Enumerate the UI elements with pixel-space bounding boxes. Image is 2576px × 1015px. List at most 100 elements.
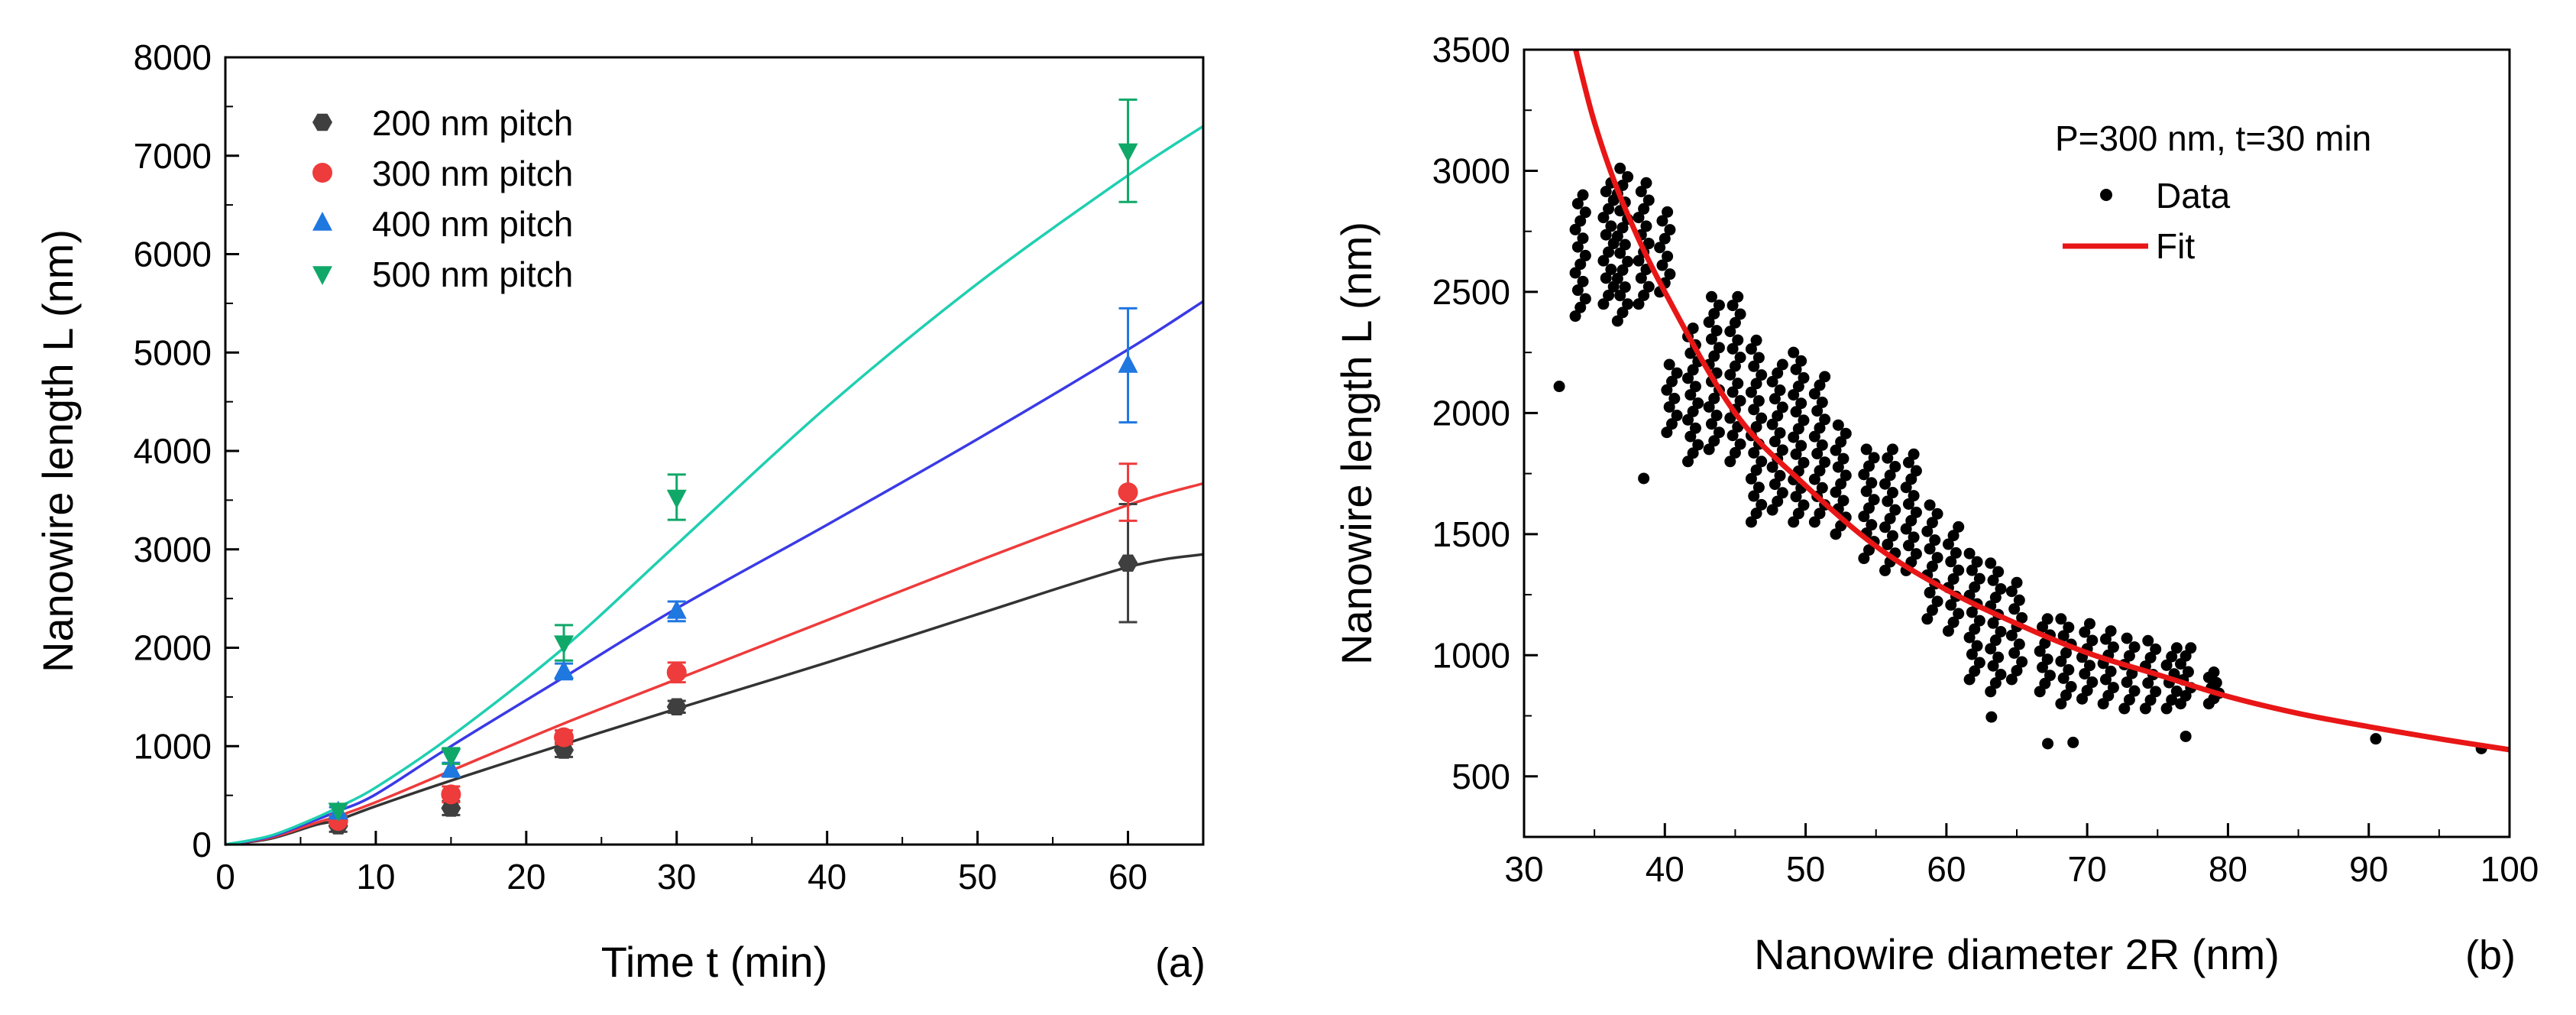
legend-marker-data: [2100, 189, 2112, 201]
data-point: [2041, 613, 2053, 625]
data-point: [1900, 482, 1912, 494]
data-point: [1569, 223, 1581, 235]
data-point: [2008, 603, 2021, 615]
chart-b-x-tick-label: 80: [2209, 849, 2248, 889]
data-point: [1642, 194, 1655, 206]
data-point-series-2: [1118, 354, 1138, 373]
data-point: [1910, 465, 1922, 477]
data-point: [1577, 275, 1589, 287]
data-point: [1729, 446, 1741, 459]
data-point: [2150, 643, 2162, 655]
data-point: [1969, 665, 1981, 677]
data-point: [1633, 212, 1645, 224]
data-point: [1574, 301, 1587, 313]
legend-marker-series-0: [312, 113, 332, 131]
chart-a-x-tick-label: 0: [215, 857, 235, 897]
data-point: [1727, 386, 1739, 398]
data-point: [1811, 405, 1824, 417]
data-point: [1708, 307, 1720, 319]
data-point: [1884, 512, 1896, 524]
data-point: [1798, 456, 1810, 469]
data-point: [1597, 298, 1610, 310]
data-point: [1814, 422, 1826, 434]
data-point: [2013, 594, 2025, 606]
data-point: [1987, 660, 1999, 672]
data-point: [2160, 659, 2173, 671]
legend-label-300nm: 300 nm pitch: [372, 154, 573, 193]
data-point: [1597, 212, 1610, 224]
data-point: [1814, 507, 1826, 520]
data-point: [1614, 162, 1626, 174]
data-point: [2118, 702, 2131, 715]
data-point: [1732, 378, 1744, 390]
data-point: [1973, 657, 1985, 669]
data-point-series-3: [554, 635, 574, 655]
data-point: [1950, 546, 1962, 559]
chart-a-y-tick-label: 0: [192, 825, 212, 864]
chart-b-y-tick-label: 500: [1451, 757, 1510, 796]
data-point: [1569, 310, 1581, 323]
data-point: [1995, 668, 2007, 680]
data-point: [1600, 186, 1612, 198]
data-point: [1790, 363, 1802, 375]
data-point: [1710, 325, 1723, 337]
data-point: [2150, 686, 2162, 698]
chart-a-x-axis-label: Time t (min): [601, 938, 828, 986]
chart-a-y-axis-label: Nanowire length L (nm): [34, 229, 82, 673]
data-point-outlier: [1985, 711, 1998, 723]
data-point: [1905, 514, 1917, 527]
data-point: [1772, 495, 1784, 507]
data-point: [1931, 595, 1943, 608]
data-point: [1792, 423, 1804, 435]
data-point: [1579, 206, 1591, 219]
data-point: [1882, 495, 1894, 507]
data-point: [1788, 516, 1800, 528]
data-point-series-3: [1118, 143, 1138, 163]
data-point: [1642, 281, 1655, 293]
data-point: [2144, 694, 2157, 706]
fit-line-series-0: [225, 553, 1204, 846]
data-point: [1819, 413, 1831, 426]
data-point: [2142, 634, 2154, 647]
data-point: [1973, 572, 1985, 585]
data-point: [2086, 634, 2099, 647]
data-point: [1788, 431, 1800, 443]
chart-a-tick-labels: 0 10 20 30 40 50 60 0 1000 2000 3000 4000 5000 6000 70…: [134, 37, 1147, 897]
data-point: [2055, 613, 2067, 625]
data-point: [1622, 298, 1634, 310]
data-point: [2128, 641, 2141, 653]
data-point: [1886, 487, 1898, 499]
data-point: [1819, 456, 1831, 469]
data-point: [1835, 436, 1847, 448]
data-point: [1798, 499, 1810, 511]
data-point: [1772, 367, 1784, 379]
data-point: [1635, 272, 1647, 284]
data-point: [1830, 486, 1842, 498]
legend-label-200nm: 200 nm pitch: [372, 103, 573, 143]
data-point: [1868, 452, 1880, 464]
data-point: [1792, 381, 1804, 393]
data-point: [2005, 629, 2018, 641]
data-point: [1729, 360, 1741, 372]
data-point: [1642, 238, 1655, 250]
data-point: [1769, 393, 1781, 405]
data-point: [2144, 651, 2157, 663]
chart-a-x-tick-label: 40: [807, 857, 846, 897]
data-point: [1814, 465, 1826, 477]
data-point: [2107, 641, 2119, 653]
data-point: [1808, 473, 1820, 485]
data-point: [1745, 472, 1757, 485]
data-point: [1929, 534, 1941, 546]
data-point: [1858, 511, 1870, 523]
data-point: [1640, 220, 1652, 232]
data-point: [1910, 548, 1922, 560]
data-point: [2079, 668, 2091, 680]
data-point: [1947, 572, 1960, 585]
data-point: [1830, 528, 1842, 540]
legend-marker-series-3: [312, 266, 332, 285]
data-point-series-0: [1118, 554, 1138, 572]
data-point: [1724, 368, 1736, 381]
data-point: [1969, 581, 1981, 593]
data-point-series-3: [328, 803, 348, 822]
data-point: [1830, 444, 1842, 456]
